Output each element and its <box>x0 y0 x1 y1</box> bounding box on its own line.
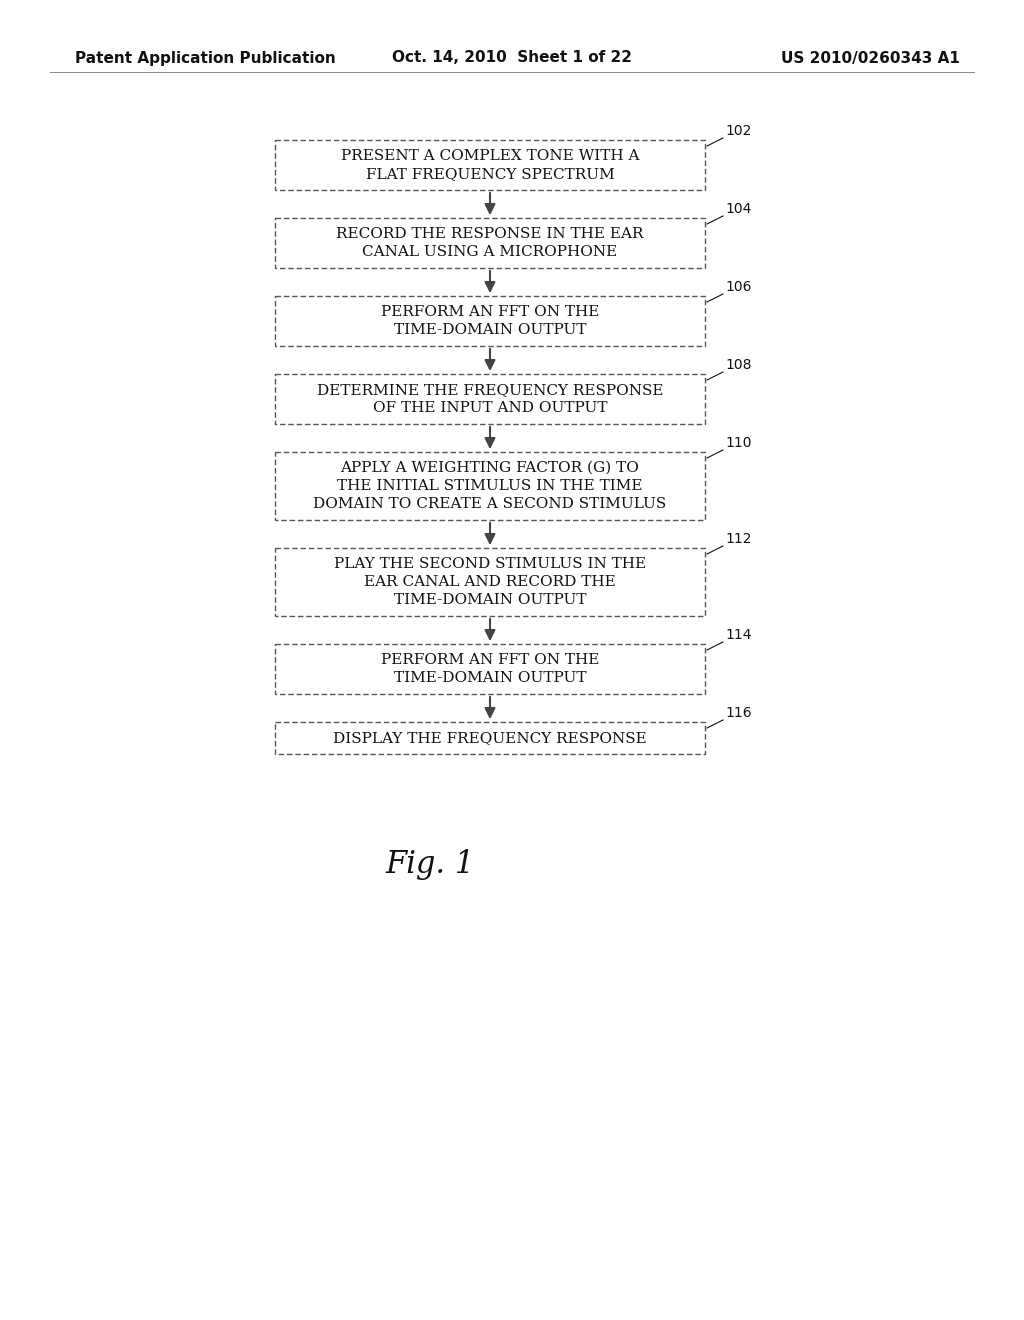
Bar <box>275 722 705 754</box>
Bar <box>275 451 705 520</box>
Text: DETERMINE THE FREQUENCY RESPONSE
OF THE INPUT AND OUTPUT: DETERMINE THE FREQUENCY RESPONSE OF THE … <box>316 383 664 416</box>
Text: 102: 102 <box>725 124 752 139</box>
Text: 106: 106 <box>725 280 752 294</box>
Text: 104: 104 <box>725 202 752 216</box>
Bar <box>275 548 705 616</box>
Text: APPLY A WEIGHTING FACTOR (G) TO
THE INITIAL STIMULUS IN THE TIME
DOMAIN TO CREAT: APPLY A WEIGHTING FACTOR (G) TO THE INIT… <box>313 461 667 511</box>
Text: PERFORM AN FFT ON THE
TIME-DOMAIN OUTPUT: PERFORM AN FFT ON THE TIME-DOMAIN OUTPUT <box>381 653 599 685</box>
Text: 114: 114 <box>725 628 752 642</box>
Text: RECORD THE RESPONSE IN THE EAR
CANAL USING A MICROPHONE: RECORD THE RESPONSE IN THE EAR CANAL USI… <box>336 227 644 259</box>
Bar <box>275 296 705 346</box>
Text: DISPLAY THE FREQUENCY RESPONSE: DISPLAY THE FREQUENCY RESPONSE <box>333 731 647 744</box>
Text: 112: 112 <box>725 532 752 546</box>
Text: PLAY THE SECOND STIMULUS IN THE
EAR CANAL AND RECORD THE
TIME-DOMAIN OUTPUT: PLAY THE SECOND STIMULUS IN THE EAR CANA… <box>334 557 646 607</box>
Text: 108: 108 <box>725 358 752 372</box>
Text: 110: 110 <box>725 436 752 450</box>
Text: 116: 116 <box>725 706 752 719</box>
Text: PERFORM AN FFT ON THE
TIME-DOMAIN OUTPUT: PERFORM AN FFT ON THE TIME-DOMAIN OUTPUT <box>381 305 599 337</box>
Text: Oct. 14, 2010  Sheet 1 of 22: Oct. 14, 2010 Sheet 1 of 22 <box>392 50 632 66</box>
Bar <box>275 140 705 190</box>
Bar <box>275 218 705 268</box>
Bar <box>275 644 705 694</box>
Text: PRESENT A COMPLEX TONE WITH A
FLAT FREQUENCY SPECTRUM: PRESENT A COMPLEX TONE WITH A FLAT FREQU… <box>341 149 639 181</box>
Text: Fig. 1: Fig. 1 <box>385 849 475 879</box>
Text: Patent Application Publication: Patent Application Publication <box>75 50 336 66</box>
Text: US 2010/0260343 A1: US 2010/0260343 A1 <box>781 50 961 66</box>
Bar <box>275 374 705 424</box>
